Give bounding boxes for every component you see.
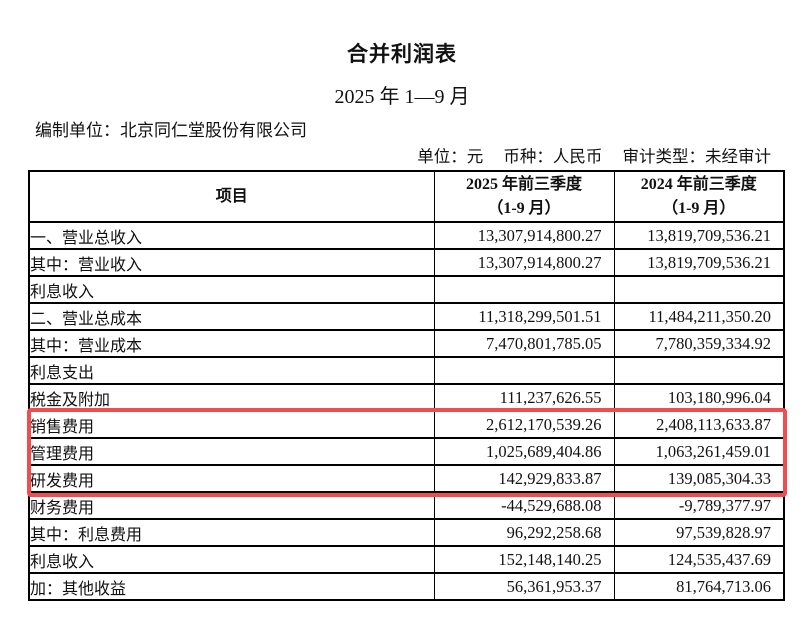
row-label: 研发费用: [28, 464, 435, 493]
value-2024: 124,535,437.69: [613, 545, 785, 574]
table-row: 二、营业总成本 11,318,299,501.51 11,484,211,350…: [28, 302, 785, 331]
table-row: 利息支出: [28, 356, 785, 385]
row-label: 其中：利息费用: [28, 518, 435, 547]
meta-line: 单位：元 币种：人民币 审计类型：未经审计: [417, 143, 771, 167]
table-row: 税金及附加 111,237,626.55 103,180,996.04: [28, 383, 785, 412]
table-row-highlighted: 销售费用 2,612,170,539.26 2,408,113,633.87: [28, 410, 785, 439]
table-row: 财务费用 -44,529,688.08 -9,789,377.97: [28, 491, 785, 520]
table-row: 一、营业总收入 13,307,914,800.27 13,819,709,536…: [28, 221, 785, 250]
row-label: 二、营业总成本: [28, 302, 435, 331]
table-row: 利息收入 152,148,140.25 124,535,437.69: [28, 545, 785, 574]
row-label: 其中：营业收入: [28, 248, 435, 277]
currency-label: 币种：人民币: [503, 147, 603, 166]
row-label: 利息收入: [28, 545, 435, 574]
table-row-highlighted: 研发费用 142,929,833.87 139,085,304.33: [28, 464, 785, 493]
value-2025: 152,148,140.25: [433, 545, 615, 574]
value-2024: 7,780,359,334.92: [613, 329, 785, 358]
row-label: 管理费用: [28, 437, 435, 466]
value-2025: [433, 275, 615, 304]
table-row-highlighted: 管理费用 1,025,689,404.86 1,063,261,459.01: [28, 437, 785, 466]
row-label: 利息支出: [28, 356, 435, 385]
income-statement-table: 项目 2025 年前三季度 （1-9 月） 2024 年前三季度 （1-9 月）…: [28, 170, 785, 601]
column-header-2025: 2025 年前三季度 （1-9 月）: [433, 170, 615, 223]
row-label: 税金及附加: [28, 383, 435, 412]
value-2024: 11,484,211,350.20: [613, 302, 785, 331]
column-header-2024: 2024 年前三季度 （1-9 月）: [613, 170, 785, 223]
row-label: 一、营业总收入: [28, 221, 435, 250]
value-2025: 96,292,258.68: [433, 518, 615, 547]
value-2024: 13,819,709,536.21: [613, 221, 785, 250]
value-2024: 97,539,828.97: [613, 518, 785, 547]
period-subtitle: 2025 年 1—9 月: [334, 86, 470, 108]
row-label: 其中：营业成本: [28, 329, 435, 358]
table-row: 其中：利息费用 96,292,258.68 97,539,828.97: [28, 518, 785, 547]
value-2025: 142,929,833.87: [433, 464, 615, 493]
value-2024: 139,085,304.33: [613, 464, 785, 493]
value-2025: 7,470,801,785.05: [433, 329, 615, 358]
row-label: 利息收入: [28, 275, 435, 304]
row-label: 加：其他收益: [28, 572, 435, 601]
value-2024: -9,789,377.97: [613, 491, 785, 520]
value-2025: 56,361,953.37: [433, 572, 615, 601]
value-2025: [433, 356, 615, 385]
audit-type-label: 审计类型：未经审计: [622, 147, 772, 166]
row-label: 财务费用: [28, 491, 435, 520]
value-2024: 81,764,713.06: [613, 572, 785, 601]
column-header-2025-line2: （1-9 月）: [487, 199, 561, 217]
value-2024: 1,063,261,459.01: [613, 437, 785, 466]
value-2025: 1,025,689,404.86: [433, 437, 615, 466]
column-header-item: 项目: [28, 170, 435, 223]
column-header-2024-line1: 2024 年前三季度: [640, 175, 757, 193]
value-2025: 111,237,626.55: [433, 383, 615, 412]
value-2025: -44,529,688.08: [433, 491, 615, 520]
unit-label: 单位：元: [417, 147, 484, 166]
table-header-row: 项目 2025 年前三季度 （1-9 月） 2024 年前三季度 （1-9 月）: [28, 170, 785, 223]
table-row: 其中：营业收入 13,307,914,800.27 13,819,709,536…: [28, 248, 785, 277]
value-2024: [613, 275, 785, 304]
value-2024: 2,408,113,633.87: [613, 410, 785, 439]
value-2025: 13,307,914,800.27: [433, 248, 615, 277]
table-row: 加：其他收益 56,361,953.37 81,764,713.06: [28, 572, 785, 601]
column-header-2024-line2: （1-9 月）: [662, 199, 736, 217]
value-2025: 13,307,914,800.27: [433, 221, 615, 250]
table-row: 利息收入: [28, 275, 785, 304]
page-title: 合并利润表: [347, 42, 457, 66]
value-2024: 13,819,709,536.21: [613, 248, 785, 277]
value-2024: 103,180,996.04: [613, 383, 785, 412]
column-header-2025-line1: 2025 年前三季度: [465, 175, 582, 193]
table-row: 其中：营业成本 7,470,801,785.05 7,780,359,334.9…: [28, 329, 785, 358]
row-label: 销售费用: [28, 410, 435, 439]
value-2025: 2,612,170,539.26: [433, 410, 615, 439]
value-2024: [613, 356, 785, 385]
value-2025: 11,318,299,501.51: [433, 302, 615, 331]
prepared-by-label: 编制单位：北京同仁堂股份有限公司: [35, 121, 307, 140]
